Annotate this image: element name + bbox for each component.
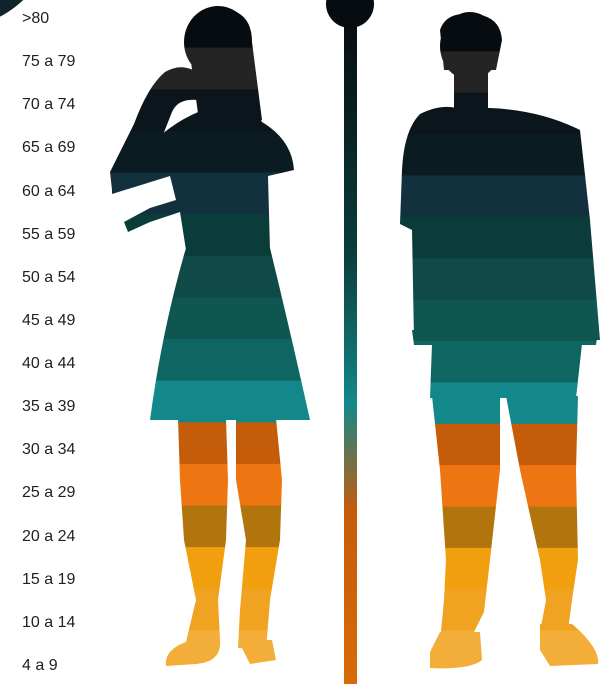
age-label: 45 a 49: [22, 312, 76, 329]
age-label: 4 a 9: [22, 657, 58, 674]
age-label: 75 a 79: [22, 53, 76, 70]
age-band-65-a-69: [400, 134, 600, 177]
age-label: 40 a 44: [22, 355, 76, 372]
age-label: 65 a 69: [22, 139, 76, 156]
age-band-50-a-54: [400, 258, 600, 301]
age-band-25-a-29: [110, 463, 310, 507]
age-label: 10 a 14: [22, 614, 76, 631]
age-label: 35 a 39: [22, 398, 76, 415]
age-band-70-a-74: [110, 89, 310, 132]
age-band-75-a-79: [110, 47, 310, 90]
age-band-65-a-69: [110, 130, 310, 174]
age-band-30-a-34: [400, 423, 600, 466]
age-band-35-a-39: [110, 380, 310, 423]
age-band-45-a-49: [400, 299, 600, 342]
age-band-15-a-19: [110, 547, 310, 590]
age-label: 60 a 64: [22, 183, 76, 200]
scale-bar-knob: [326, 0, 374, 28]
age-label: 50 a 54: [22, 269, 76, 286]
age-band-40-a-44: [110, 339, 310, 382]
age-band--80: [400, 12, 600, 52]
age-band-45-a-49: [110, 297, 310, 340]
age-band-25-a-29: [400, 465, 600, 508]
age-label: 15 a 19: [22, 571, 76, 588]
age-label: 55 a 59: [22, 226, 76, 243]
age-band-20-a-24: [400, 506, 600, 549]
age-band-10-a-14: [400, 589, 600, 632]
age-band-50-a-54: [110, 255, 310, 298]
age-band-20-a-24: [110, 505, 310, 548]
age-band-60-a-64: [400, 175, 600, 218]
age-band--80: [110, 6, 310, 49]
age-band-4-a-9: [110, 630, 310, 666]
man-silhouette: [400, 12, 600, 669]
age-label: 20 a 24: [22, 528, 76, 545]
age-band-10-a-14: [110, 588, 310, 631]
age-band-4-a-9: [400, 630, 600, 669]
age-band-60-a-64: [110, 172, 310, 215]
age-band-70-a-74: [400, 92, 600, 135]
age-band-40-a-44: [400, 341, 600, 383]
age-label: 70 a 74: [22, 96, 76, 113]
age-label: >80: [22, 10, 50, 27]
age-label: 25 a 29: [22, 484, 76, 501]
age-label: 30 a 34: [22, 441, 76, 458]
age-band-15-a-19: [400, 547, 600, 590]
age-band-75-a-79: [400, 51, 600, 94]
age-band-55-a-59: [110, 214, 310, 257]
age-band-35-a-39: [400, 382, 600, 425]
age-band-55-a-59: [400, 216, 600, 259]
age-band-30-a-34: [110, 422, 310, 465]
woman-silhouette: [110, 6, 310, 666]
age-scale-bar: [344, 18, 357, 684]
